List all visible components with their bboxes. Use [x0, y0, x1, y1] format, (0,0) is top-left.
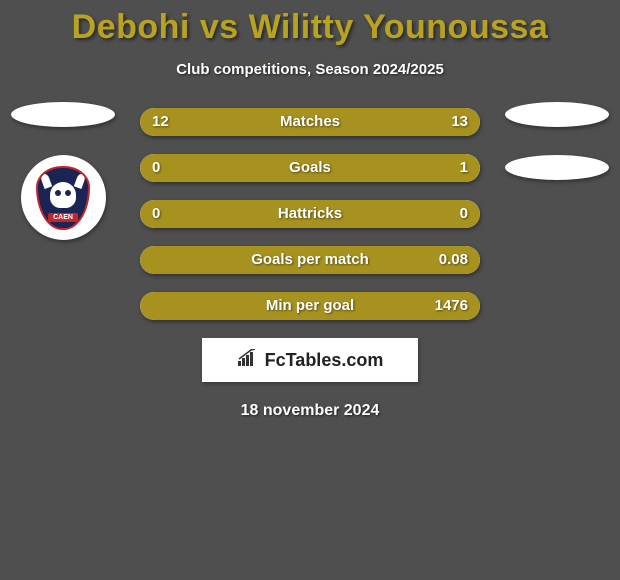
source-logo-text: FcTables.com [265, 350, 384, 371]
stat-bars: 1213Matches 01Goals 00Hattricks 0.08Goals p… [140, 108, 480, 320]
stat-bar: 1476Min per goal [140, 292, 480, 320]
stat-label: Hattricks [140, 200, 480, 228]
stat-label: Goals [140, 154, 480, 182]
source-logo: FcTables.com [237, 349, 384, 372]
source-logo-box: FcTables.com [202, 338, 418, 382]
comparison-content: CAEN 1213Matches 01Goals 00Hattricks 0.08Go… [0, 108, 620, 420]
chart-icon [237, 349, 259, 372]
player-left-club-badge: CAEN [21, 155, 106, 240]
stat-label: Min per goal [140, 292, 480, 320]
snapshot-date: 18 november 2024 [0, 402, 620, 420]
crest-team-name: CAEN [48, 213, 78, 222]
stat-label: Goals per match [140, 246, 480, 274]
subtitle: Club competitions, Season 2024/2025 [0, 61, 620, 78]
player-left-flag-placeholder [11, 102, 115, 127]
stat-bar: 00Hattricks [140, 200, 480, 228]
player-right-flag-placeholder [505, 102, 609, 127]
right-player-column [502, 102, 612, 208]
stat-bar: 0.08Goals per match [140, 246, 480, 274]
caen-crest: CAEN [36, 166, 90, 230]
stat-bar: 01Goals [140, 154, 480, 182]
stat-label: Matches [140, 108, 480, 136]
page-title: Debohi vs Wilitty Younoussa [0, 0, 620, 47]
stat-bar: 1213Matches [140, 108, 480, 136]
left-player-column: CAEN [8, 102, 118, 240]
player-right-club-placeholder [505, 155, 609, 180]
